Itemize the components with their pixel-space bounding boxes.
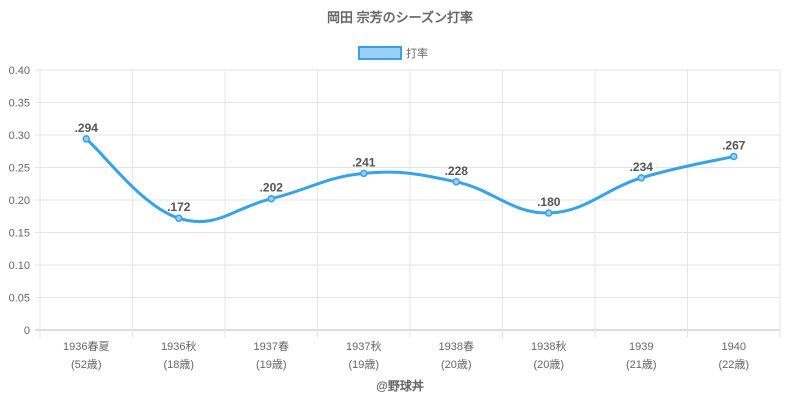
credit-text: @野球丼 (376, 378, 424, 393)
y-tick-label: 0.10 (9, 260, 30, 272)
x-tick-label: 1936秋 (161, 339, 196, 353)
data-point (637, 174, 645, 182)
x-tick-sublabel: (19歳) (256, 358, 287, 371)
data-point (175, 214, 183, 222)
data-label: .294 (75, 121, 99, 135)
x-tick-label: 1937秋 (346, 339, 381, 353)
x-tick-label: 1937春 (254, 340, 289, 353)
data-point (360, 169, 368, 178)
legend-label: 打率 (406, 46, 428, 60)
chart-title: 岡田 宗芳のシーズン打率 (327, 10, 473, 25)
data-label: .228 (445, 164, 469, 178)
y-tick-label: 0 (24, 325, 30, 337)
x-tick-label: 1939 (629, 341, 653, 353)
data-point (82, 135, 90, 143)
y-tick-label: 0.15 (9, 228, 30, 240)
legend-swatch (358, 46, 402, 60)
data-label: .180 (537, 195, 561, 209)
y-tick-label: 0.40 (9, 65, 30, 77)
data-label: .234 (630, 160, 654, 174)
legend-item[interactable]: 打率 (358, 46, 428, 60)
x-tick-label: 1936春夏 (63, 340, 109, 353)
data-point (267, 194, 275, 203)
x-tick-label: 1938秋 (531, 339, 566, 353)
data-label: .267 (722, 138, 746, 152)
x-tick-label: 1938春 (439, 340, 474, 353)
x-tick-sublabel: (21歳) (626, 358, 657, 371)
x-tick-sublabel: (20歳) (441, 358, 472, 371)
x-tick-label: 1940 (722, 341, 746, 353)
x-tick-sublabel: (22歳) (718, 358, 749, 371)
data-label: .202 (260, 181, 284, 195)
y-tick-label: 0.35 (9, 98, 30, 110)
x-tick-sublabel: (19歳) (348, 358, 379, 371)
data-point (452, 178, 460, 186)
data-label: .241 (352, 155, 376, 169)
data-point (545, 209, 553, 217)
y-tick-label: 0.25 (9, 163, 30, 175)
y-tick-label: 0.30 (9, 130, 30, 142)
x-tick-sublabel: (20歳) (533, 358, 564, 371)
data-point (730, 152, 738, 161)
x-tick-sublabel: (52歳) (71, 358, 102, 371)
data-label: .172 (167, 200, 191, 214)
y-tick-label: 0.05 (9, 293, 30, 305)
x-tick-sublabel: (18歳) (163, 358, 194, 371)
y-tick-label: 0.20 (9, 195, 30, 207)
